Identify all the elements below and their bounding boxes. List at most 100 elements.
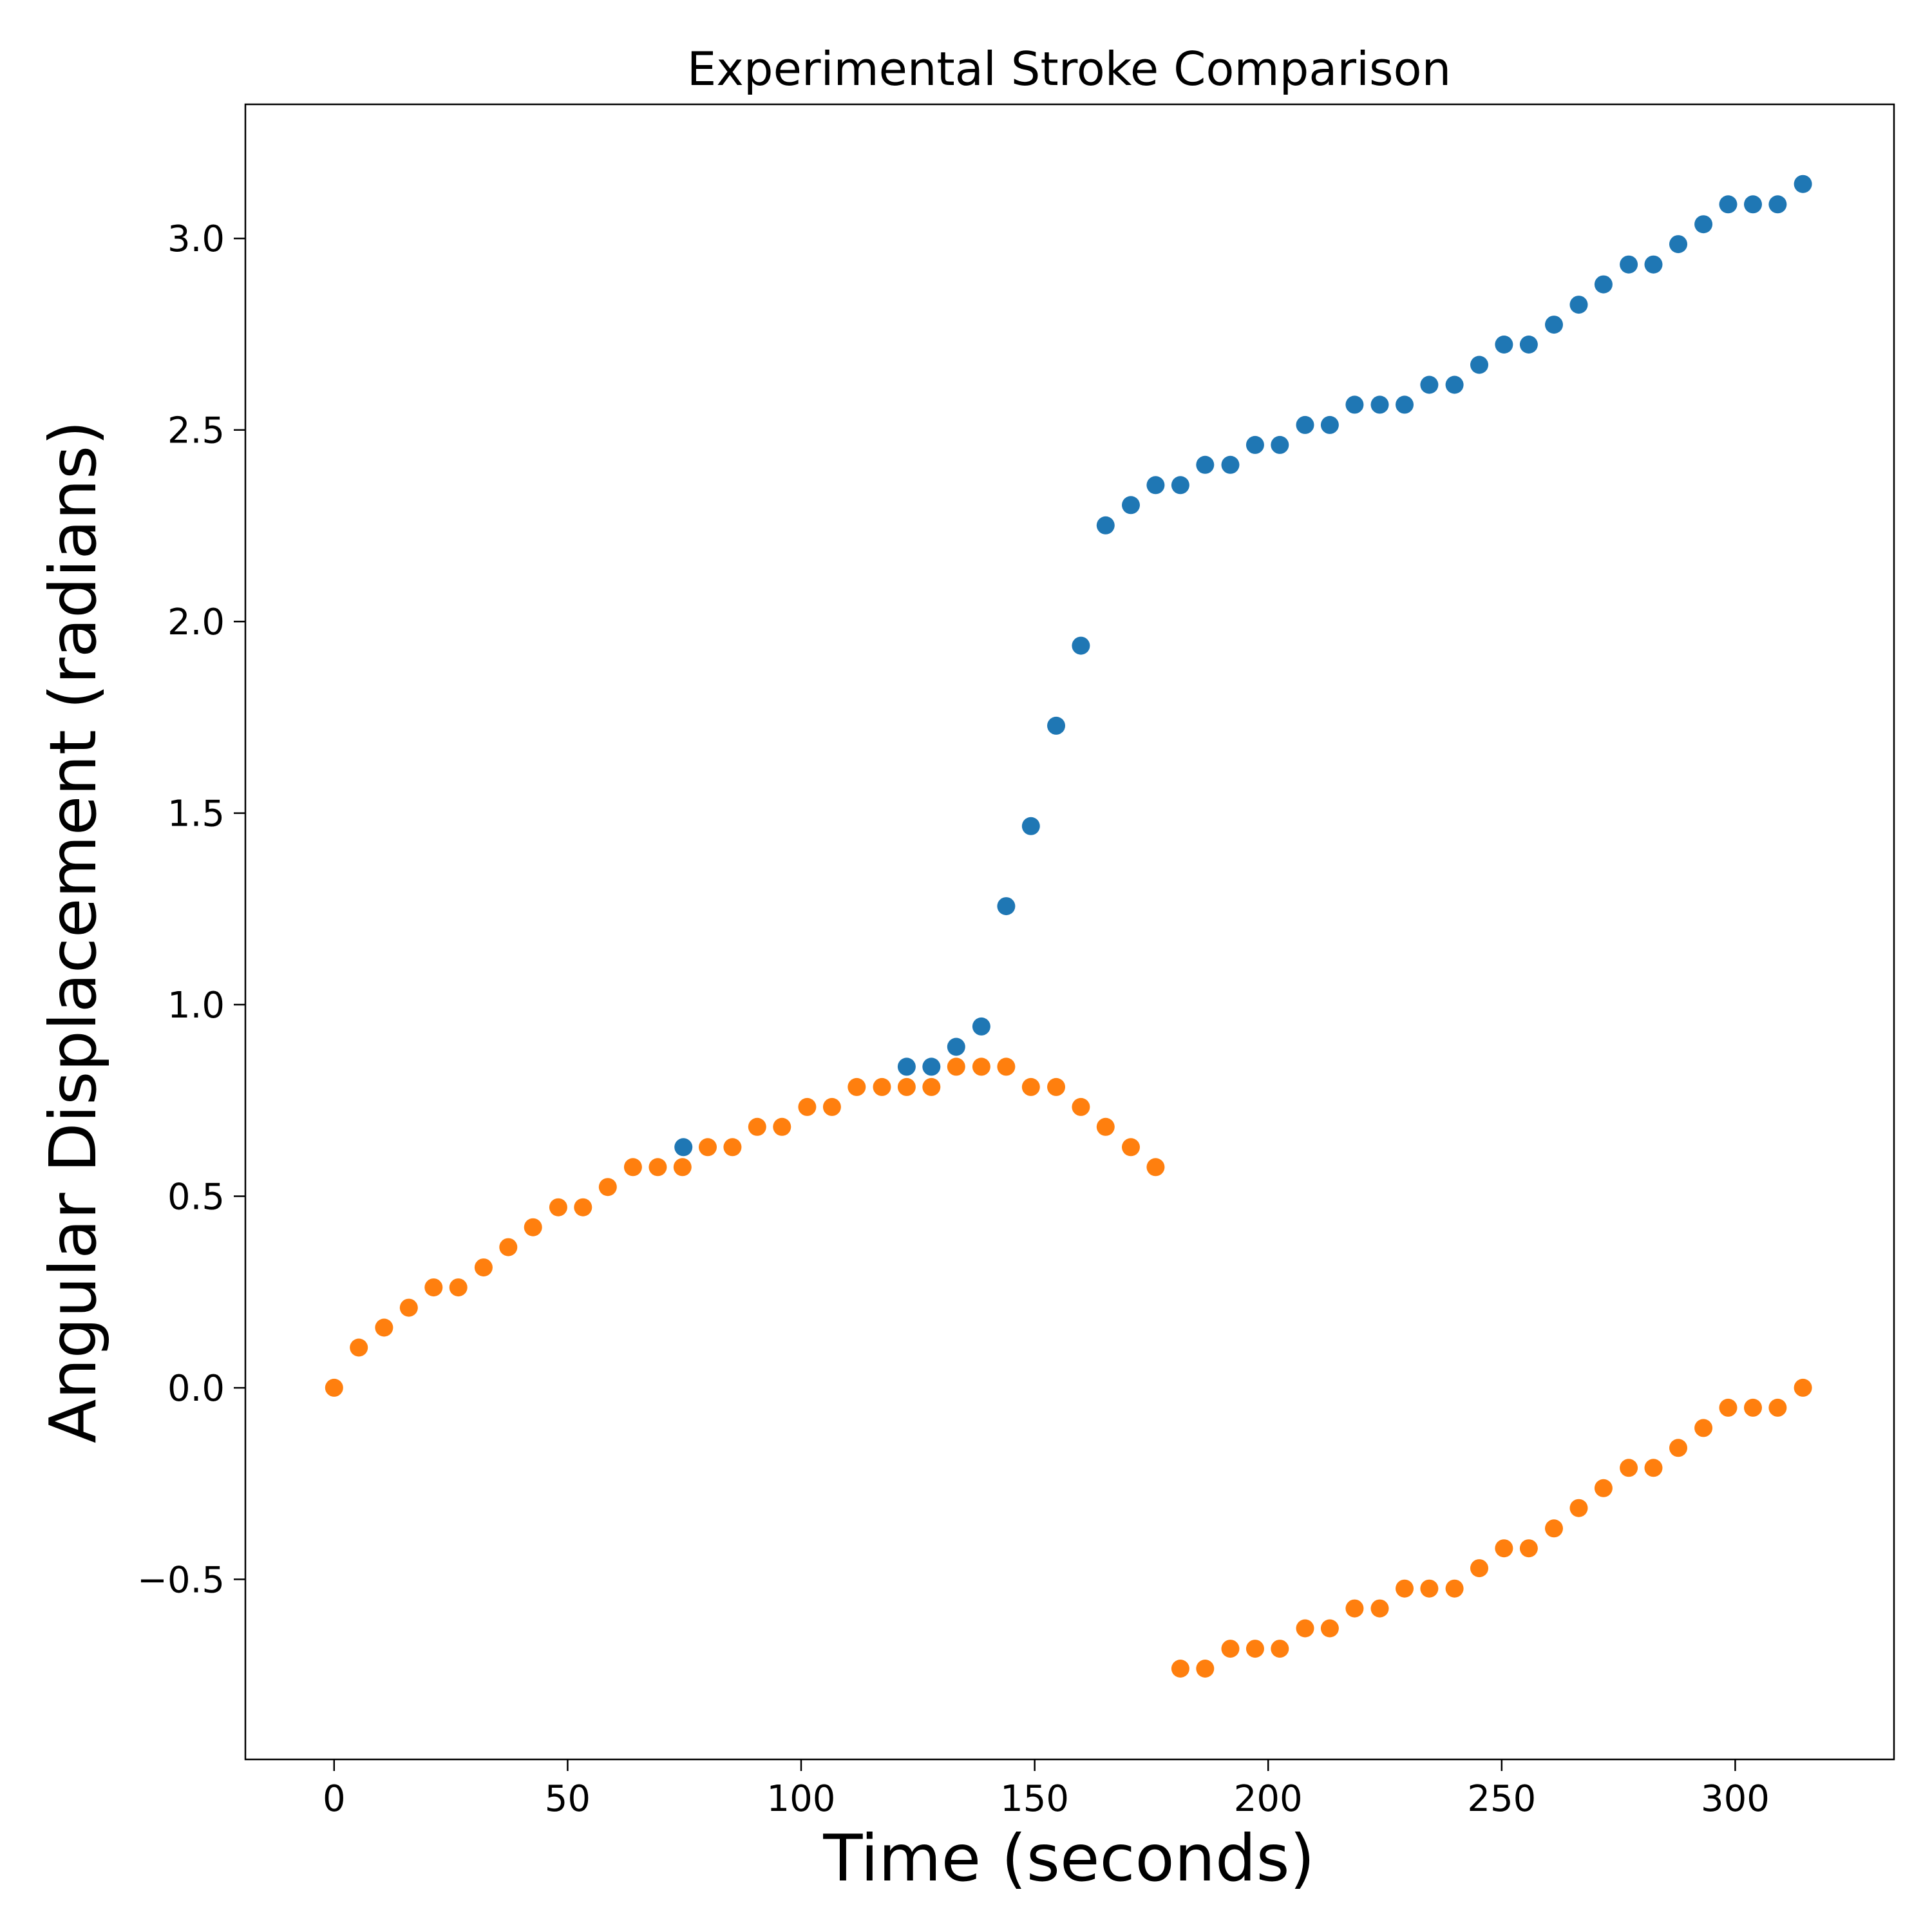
data-point: [947, 1057, 965, 1076]
data-point: [773, 1117, 791, 1136]
data-point: [1072, 1097, 1090, 1116]
data-point: [549, 1198, 567, 1217]
x-tick-label: 50: [545, 1778, 591, 1820]
data-point: [1146, 1158, 1165, 1177]
data-point: [1146, 476, 1165, 495]
data-point: [1445, 375, 1464, 394]
data-point: [1545, 316, 1563, 334]
data-point: [1296, 1619, 1314, 1638]
y-tick-label: 2.0: [167, 601, 225, 643]
data-point: [1644, 1459, 1663, 1477]
data-point: [1345, 395, 1364, 414]
data-point: [922, 1057, 941, 1076]
data-point: [1396, 395, 1414, 414]
y-tick-label: 3.0: [167, 218, 225, 260]
data-point: [1370, 395, 1389, 414]
data-point: [1021, 817, 1040, 835]
data-point: [524, 1218, 542, 1236]
data-point: [1744, 195, 1762, 214]
data-point: [1221, 1640, 1240, 1658]
data-point: [1719, 195, 1738, 214]
data-point: [1519, 336, 1538, 354]
data-point: [1096, 516, 1115, 535]
chart-title: Experimental Stroke Comparison: [687, 42, 1451, 96]
data-point: [1594, 1479, 1613, 1497]
data-point: [1021, 1077, 1040, 1096]
data-point: [1221, 455, 1240, 474]
data-point: [1495, 336, 1513, 354]
data-point: [997, 897, 1016, 916]
data-point: [673, 1158, 692, 1177]
data-point: [325, 1378, 343, 1397]
x-tick-label: 150: [1000, 1778, 1069, 1820]
data-point: [1245, 435, 1264, 454]
data-point: [1171, 1660, 1189, 1678]
data-point: [897, 1057, 916, 1076]
data-point: [1196, 1660, 1215, 1678]
series-0: [674, 175, 1812, 1157]
data-point: [1794, 175, 1812, 193]
data-point: [1594, 275, 1613, 294]
data-point: [699, 1138, 717, 1157]
y-tick-label: 1.0: [167, 985, 225, 1027]
x-tick-label: 200: [1234, 1778, 1303, 1820]
data-point: [1047, 1077, 1065, 1096]
data-point: [1470, 355, 1488, 374]
data-point: [1245, 1640, 1264, 1658]
data-point: [1768, 1398, 1787, 1417]
y-axis-label: Angular Displacement (radians): [35, 421, 111, 1443]
data-point: [972, 1017, 990, 1036]
data-point: [1569, 296, 1588, 314]
data-point: [1420, 375, 1439, 394]
plot-frame: [244, 103, 1895, 1761]
x-tick-label: 250: [1467, 1778, 1536, 1820]
x-axis-label: Time (seconds): [822, 1821, 1314, 1896]
data-point: [449, 1278, 468, 1297]
data-point: [1569, 1499, 1588, 1517]
data-point: [1072, 636, 1090, 655]
data-point: [499, 1238, 518, 1256]
data-point: [623, 1158, 642, 1177]
y-tick-label: 2.5: [167, 410, 225, 452]
data-point: [1271, 435, 1289, 454]
x-tick-label: 300: [1701, 1778, 1770, 1820]
data-point: [947, 1037, 965, 1056]
data-point: [574, 1198, 592, 1217]
data-point: [798, 1097, 817, 1116]
data-point: [474, 1258, 493, 1277]
data-point: [1644, 255, 1663, 274]
data-point: [1694, 1419, 1713, 1437]
data-point: [424, 1278, 443, 1297]
data-point: [1445, 1579, 1464, 1598]
data-point: [1794, 1378, 1812, 1397]
data-point: [375, 1318, 393, 1337]
data-point: [972, 1057, 990, 1076]
data-point: [1047, 716, 1065, 735]
data-point: [1396, 1579, 1414, 1598]
data-point: [723, 1138, 742, 1157]
data-point: [822, 1097, 841, 1116]
data-point: [1296, 415, 1314, 434]
data-point: [897, 1077, 916, 1096]
data-point: [1545, 1519, 1563, 1538]
data-point: [848, 1077, 866, 1096]
data-point: [1320, 415, 1339, 434]
x-tick-label: 0: [323, 1778, 346, 1820]
data-point: [350, 1338, 368, 1357]
data-point: [1768, 195, 1787, 214]
data-point: [748, 1117, 766, 1136]
data-point: [1370, 1599, 1389, 1618]
data-point: [1620, 255, 1638, 274]
plot-area: [325, 175, 1812, 1678]
data-point: [399, 1298, 418, 1317]
data-point: [598, 1178, 617, 1197]
y-tick-label: 0.0: [167, 1368, 225, 1410]
y-tick-label: 1.5: [167, 793, 225, 835]
data-point: [1470, 1559, 1488, 1578]
data-point: [1271, 1640, 1289, 1658]
data-point: [1196, 455, 1215, 474]
data-point: [1171, 476, 1189, 495]
data-point: [1519, 1539, 1538, 1558]
